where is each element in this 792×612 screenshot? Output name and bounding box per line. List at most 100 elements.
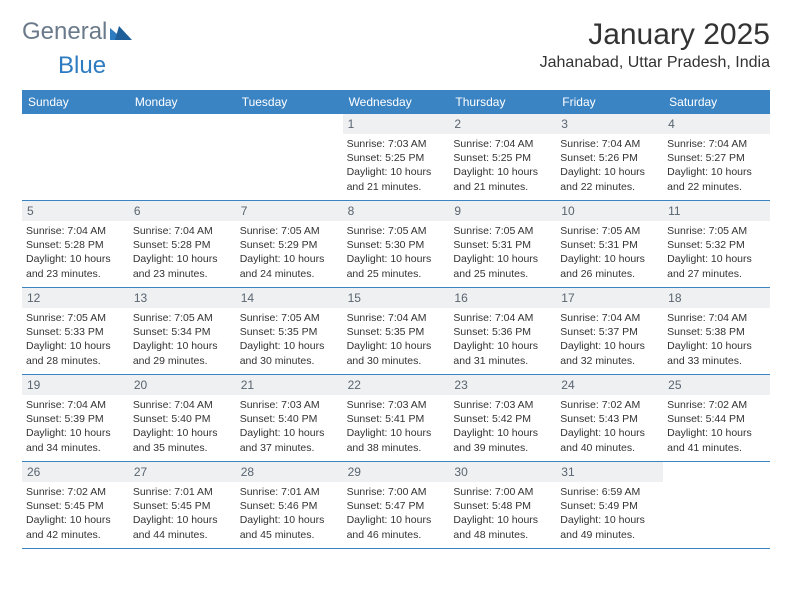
day-of-week-header: Sunday Monday Tuesday Wednesday Thursday… — [22, 90, 770, 114]
calendar-cell: 4Sunrise: 7:04 AMSunset: 5:27 PMDaylight… — [663, 114, 770, 200]
sunrise-text: Sunrise: 7:05 AM — [240, 224, 339, 238]
sunset-text: Sunset: 5:47 PM — [347, 499, 446, 513]
week-row: 5Sunrise: 7:04 AMSunset: 5:28 PMDaylight… — [22, 201, 770, 288]
calendar-cell: 5Sunrise: 7:04 AMSunset: 5:28 PMDaylight… — [22, 201, 129, 287]
daylight-text: Daylight: 10 hours and 22 minutes. — [560, 165, 659, 193]
day-number: 6 — [129, 201, 236, 221]
calendar: Sunday Monday Tuesday Wednesday Thursday… — [22, 90, 770, 549]
sunset-text: Sunset: 5:28 PM — [26, 238, 125, 252]
daylight-text: Daylight: 10 hours and 33 minutes. — [667, 339, 766, 367]
calendar-cell: 3 Sunrise: 7:04 AMSunset: 5:26 PMDaylight… — [556, 114, 663, 200]
sunrise-text: Sunrise: 7:03 AM — [347, 398, 446, 412]
day-number: 8 — [343, 201, 450, 221]
sunrise-text: Sunrise: 7:05 AM — [560, 224, 659, 238]
sunrise-text: Sunrise: 7:04 AM — [667, 137, 766, 151]
calendar-cell: 14Sunrise: 7:05 AMSunset: 5:35 PMDayligh… — [236, 288, 343, 374]
day-number: 4 — [663, 114, 770, 134]
daylight-text: Daylight: 10 hours and 32 minutes. — [560, 339, 659, 367]
calendar-cell: 24Sunrise: 7:02 AMSunset: 5:43 PMDayligh… — [556, 375, 663, 461]
sunrise-text: Sunrise: 7:02 AM — [667, 398, 766, 412]
sunset-text: Sunset: 5:36 PM — [453, 325, 552, 339]
calendar-cell: 26Sunrise: 7:02 AMSunset: 5:45 PMDayligh… — [22, 462, 129, 548]
sunset-text: Sunset: 5:35 PM — [240, 325, 339, 339]
day-number: 30 — [449, 462, 556, 482]
daylight-text: Daylight: 10 hours and 28 minutes. — [26, 339, 125, 367]
brand-part1: General — [22, 18, 107, 46]
dow-friday: Friday — [556, 90, 663, 114]
day-number: 23 — [449, 375, 556, 395]
calendar-cell-empty — [129, 114, 236, 200]
day-number: 19 — [22, 375, 129, 395]
daylight-text: Daylight: 10 hours and 23 minutes. — [133, 252, 232, 280]
calendar-cell: 7Sunrise: 7:05 AMSunset: 5:29 PMDaylight… — [236, 201, 343, 287]
sunrise-text: Sunrise: 6:59 AM — [560, 485, 659, 499]
title-block: January 2025 Jahanabad, Uttar Pradesh, I… — [540, 18, 770, 72]
day-number: 1 — [343, 114, 450, 134]
day-number: 18 — [663, 288, 770, 308]
sunrise-text: Sunrise: 7:04 AM — [667, 311, 766, 325]
sunrise-text: Sunrise: 7:03 AM — [240, 398, 339, 412]
day-number: 28 — [236, 462, 343, 482]
calendar-cell-empty — [22, 114, 129, 200]
calendar-cell: 11Sunrise: 7:05 AMSunset: 5:32 PMDayligh… — [663, 201, 770, 287]
sunrise-text: Sunrise: 7:05 AM — [347, 224, 446, 238]
daylight-text: Daylight: 10 hours and 45 minutes. — [240, 513, 339, 541]
calendar-cell: 19Sunrise: 7:04 AMSunset: 5:39 PMDayligh… — [22, 375, 129, 461]
week-row: 1Sunrise: 7:03 AMSunset: 5:25 PMDaylight… — [22, 114, 770, 201]
sunset-text: Sunset: 5:29 PM — [240, 238, 339, 252]
day-number: 29 — [343, 462, 450, 482]
daylight-text: Daylight: 10 hours and 34 minutes. — [26, 426, 125, 454]
sunset-text: Sunset: 5:31 PM — [453, 238, 552, 252]
sunrise-text: Sunrise: 7:04 AM — [560, 311, 659, 325]
daylight-text: Daylight: 10 hours and 46 minutes. — [347, 513, 446, 541]
calendar-cell: 25Sunrise: 7:02 AMSunset: 5:44 PMDayligh… — [663, 375, 770, 461]
day-number: 22 — [343, 375, 450, 395]
calendar-cell: 13Sunrise: 7:05 AMSunset: 5:34 PMDayligh… — [129, 288, 236, 374]
sunrise-text: Sunrise: 7:04 AM — [133, 224, 232, 238]
sunset-text: Sunset: 5:37 PM — [560, 325, 659, 339]
sunset-text: Sunset: 5:49 PM — [560, 499, 659, 513]
daylight-text: Daylight: 10 hours and 30 minutes. — [347, 339, 446, 367]
sunrise-text: Sunrise: 7:02 AM — [560, 398, 659, 412]
daylight-text: Daylight: 10 hours and 37 minutes. — [240, 426, 339, 454]
sunrise-text: Sunrise: 7:03 AM — [453, 398, 552, 412]
dow-thursday: Thursday — [449, 90, 556, 114]
sunrise-text: Sunrise: 7:03 AM — [347, 137, 446, 151]
sunset-text: Sunset: 5:40 PM — [133, 412, 232, 426]
daylight-text: Daylight: 10 hours and 25 minutes. — [347, 252, 446, 280]
daylight-text: Daylight: 10 hours and 29 minutes. — [133, 339, 232, 367]
sunrise-text: Sunrise: 7:02 AM — [26, 485, 125, 499]
sunset-text: Sunset: 5:28 PM — [133, 238, 232, 252]
day-number: 20 — [129, 375, 236, 395]
sunrise-text: Sunrise: 7:01 AM — [133, 485, 232, 499]
sunset-text: Sunset: 5:32 PM — [667, 238, 766, 252]
sunrise-text: Sunrise: 7:04 AM — [453, 311, 552, 325]
day-number: 25 — [663, 375, 770, 395]
sunrise-text: Sunrise: 7:04 AM — [560, 137, 659, 151]
day-number: 11 — [663, 201, 770, 221]
daylight-text: Daylight: 10 hours and 25 minutes. — [453, 252, 552, 280]
calendar-cell: 12Sunrise: 7:05 AMSunset: 5:33 PMDayligh… — [22, 288, 129, 374]
daylight-text: Daylight: 10 hours and 41 minutes. — [667, 426, 766, 454]
sunset-text: Sunset: 5:26 PM — [560, 151, 659, 165]
sunset-text: Sunset: 5:45 PM — [133, 499, 232, 513]
sunrise-text: Sunrise: 7:05 AM — [453, 224, 552, 238]
sunrise-text: Sunrise: 7:01 AM — [240, 485, 339, 499]
day-number: 14 — [236, 288, 343, 308]
calendar-cell: 10Sunrise: 7:05 AMSunset: 5:31 PMDayligh… — [556, 201, 663, 287]
sunset-text: Sunset: 5:41 PM — [347, 412, 446, 426]
sunrise-text: Sunrise: 7:05 AM — [26, 311, 125, 325]
dow-sunday: Sunday — [22, 90, 129, 114]
calendar-cell: 28Sunrise: 7:01 AMSunset: 5:46 PMDayligh… — [236, 462, 343, 548]
dow-monday: Monday — [129, 90, 236, 114]
sunrise-text: Sunrise: 7:04 AM — [26, 398, 125, 412]
day-number: 26 — [22, 462, 129, 482]
sunrise-text: Sunrise: 7:04 AM — [133, 398, 232, 412]
daylight-text: Daylight: 10 hours and 49 minutes. — [560, 513, 659, 541]
calendar-cell: 23Sunrise: 7:03 AMSunset: 5:42 PMDayligh… — [449, 375, 556, 461]
day-number: 3 — [556, 114, 663, 134]
calendar-cell: 29 Sunrise: 7:00 AMSunset: 5:47 PMDayligh… — [343, 462, 450, 548]
sunset-text: Sunset: 5:43 PM — [560, 412, 659, 426]
day-number: 17 — [556, 288, 663, 308]
sunrise-text: Sunrise: 7:00 AM — [347, 485, 446, 499]
